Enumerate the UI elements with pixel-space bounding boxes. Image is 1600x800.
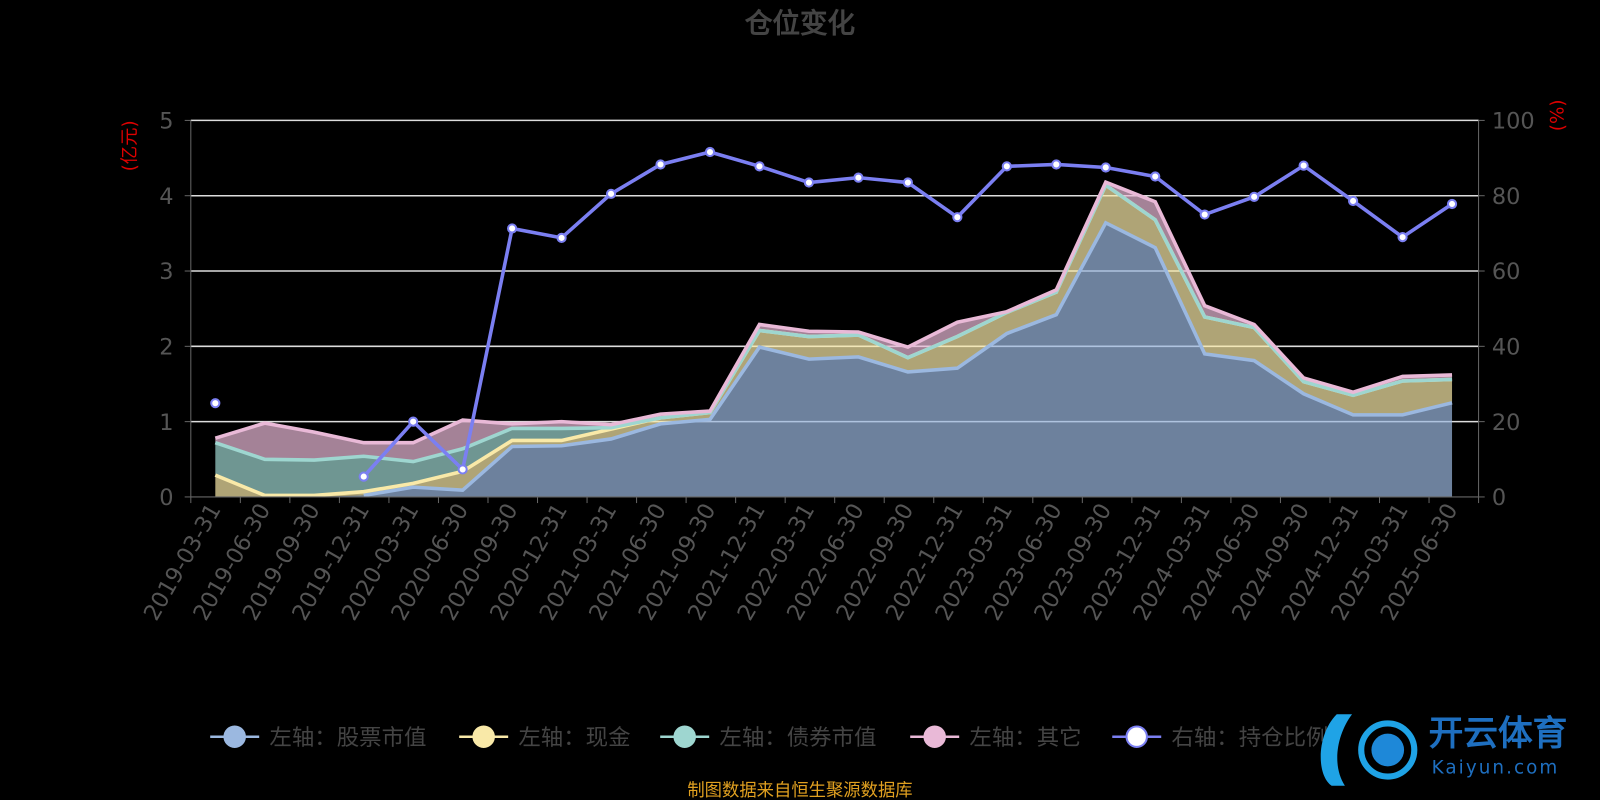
left-tick-label: 1 [159,410,173,436]
left-tick-label: 4 [159,184,173,210]
ratio-point [853,172,864,183]
ratio-point [952,212,963,223]
ratio-point [1446,198,1458,210]
ratio-point [704,146,716,158]
legend-label: 左轴：债券市值 [719,725,876,751]
ratio-point [1298,160,1309,171]
legend-item-0[interactable]: 左轴：股票市值 [210,725,426,751]
chart-title: 仓位变化 [744,8,855,40]
ratio-point [1150,171,1161,182]
watermark-logo: 开云体育 Kaiyun.com [1320,714,1568,786]
axes: 0 0 1 20 2 40 3 60 4 80 5 100 [159,109,1534,512]
area-1 [215,185,1453,497]
left-tick-label: 0 [159,485,173,511]
ratio-point [1051,159,1062,170]
left-tick-label: 3 [159,259,173,285]
ratio-point [1001,161,1012,172]
right-tick-label: 80 [1492,184,1521,210]
area-line-3 [214,179,1453,445]
right-tick-label: 20 [1492,410,1521,436]
legend: 左轴：股票市值 左轴：现金 左轴：债券市值 左轴：其它 右轴：持仓比例 [210,725,1329,751]
ratio-point [1397,232,1408,243]
ratio-point [408,416,419,427]
ratio-point [1249,191,1260,202]
ratio-point [358,471,369,482]
left-axis-label: (亿元) [120,120,141,171]
ratio-point [210,398,221,409]
watermark-cn: 开云体育 [1429,714,1568,754]
right-tick-label: 40 [1492,334,1521,360]
watermark-en: Kaiyun.com [1432,757,1560,778]
right-axis-label: (%) [1547,99,1568,131]
ratio-point [803,177,815,188]
ratio-point [1199,209,1210,220]
area-0 [215,222,1453,497]
ratio-point [457,464,468,475]
area-2 [215,185,1453,496]
left-tick-label: 2 [159,334,173,360]
legend-marker-icon [1125,725,1148,748]
legend-marker-icon [923,725,946,748]
area-series [214,179,1453,498]
right-tick-label: 100 [1492,109,1535,135]
legend-label: 右轴：持仓比例 [1171,725,1328,751]
ratio-point [556,232,567,243]
legend-label: 左轴：现金 [518,725,630,751]
x-tick-labels: 2019-03-312019-06-302019-09-302019-12-31… [139,499,1463,625]
right-tick-label: 60 [1492,259,1521,285]
legend-label: 左轴：股票市值 [269,725,426,751]
area-line-0 [363,220,1453,498]
right-tick-label: 0 [1492,485,1506,511]
ratio-point [754,161,765,172]
legend-item-1[interactable]: 左轴：现金 [459,725,631,751]
data-source-footer: 制图数据来自恒生聚源数据库 [687,781,912,800]
left-tick-label: 5 [159,109,173,135]
ratio-point [1348,195,1359,207]
legend-marker-icon [472,725,495,748]
legend-label: 左轴：其它 [969,725,1081,751]
ratio-point [605,188,617,199]
legend-item-4[interactable]: 右轴：持仓比例 [1112,725,1329,751]
area-line-2 [214,182,1453,464]
legend-item-3[interactable]: 左轴：其它 [910,725,1082,751]
ratio-point [902,177,913,188]
legend-marker-icon [223,725,246,748]
ratio-line-series [210,146,1458,482]
legend-marker-icon [673,725,696,748]
ratio-point [1100,162,1111,173]
ratio-point [507,223,518,234]
ratio-point [655,159,666,170]
legend-item-2[interactable]: 左轴：债券市值 [660,725,876,751]
